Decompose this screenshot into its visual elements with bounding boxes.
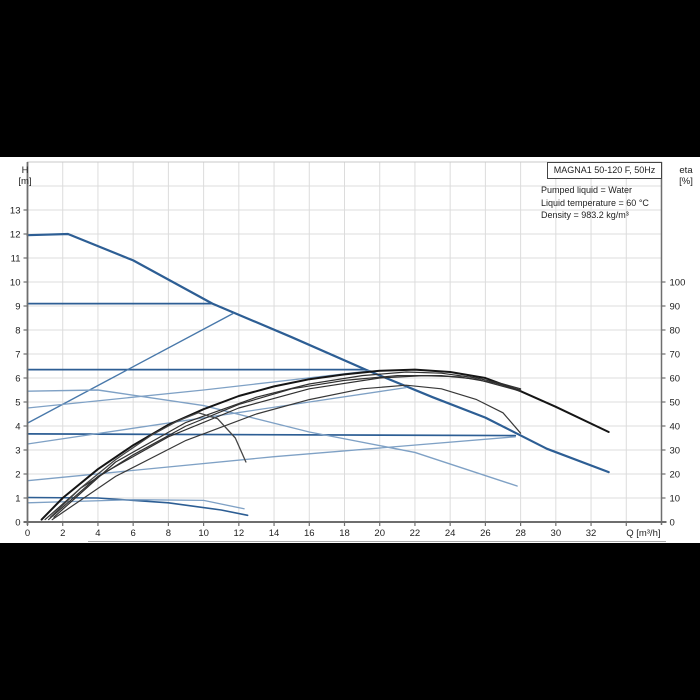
svg-text:60: 60 [670,374,681,385]
info-line-temperature: Liquid temperature = 60 °C [541,197,649,208]
axes [23,162,667,526]
svg-text:3: 3 [15,446,20,457]
svg-text:80: 80 [670,326,681,337]
const-pressure-3.7 [26,433,517,437]
svg-text:9: 9 [15,302,20,313]
svg-text:40: 40 [670,422,681,433]
svg-text:100: 100 [670,278,686,289]
svg-text:13: 13 [10,206,21,217]
svg-text:7: 7 [15,350,20,361]
svg-text:8: 8 [166,528,171,539]
svg-text:4: 4 [95,528,100,539]
svg-text:28: 28 [515,528,526,539]
eta-curve-5 [51,384,522,521]
svg-text:10: 10 [10,278,21,289]
chart-info-block: Pumped liquid = Water Liquid temperature… [541,184,649,222]
svg-text:70: 70 [670,350,681,361]
eta-curve-3 [47,375,522,521]
info-line-density: Density = 983.2 kg/m³ [541,210,629,220]
svg-text:4: 4 [15,422,20,433]
mid-speed-curve [26,389,518,487]
eta-curves [40,368,610,521]
svg-text:90: 90 [670,302,681,313]
max-speed-curve [26,232,610,474]
svg-text:0: 0 [15,518,20,529]
setpoint-curve-3 [26,436,516,482]
right-axis-unit: eta [%] [679,165,693,187]
svg-text:24: 24 [445,528,456,539]
left-axis-unit: H [m] [18,165,32,187]
svg-text:1: 1 [15,494,20,505]
svg-text:16: 16 [304,528,315,539]
svg-text:50: 50 [670,398,681,409]
setpoint-curve-1 [26,370,372,409]
svg-text:26: 26 [480,528,491,539]
svg-text:18: 18 [339,528,350,539]
info-line-pumped-liquid: Pumped liquid = Water [541,185,632,195]
svg-text:30: 30 [670,446,681,457]
svg-text:10: 10 [198,528,209,539]
x-axis-label: Q [m³/h] [626,528,660,539]
gridlines [27,161,662,523]
eta-min-curve [49,412,247,518]
eta-curve-4 [53,371,522,518]
x-tick-labels: 0 2 4 6 8 10 12 14 16 18 20 22 24 26 28 30 32 [25,528,596,539]
setpoint-curve-4 [26,499,245,510]
chart-band: 0 2 4 6 8 10 12 14 16 18 20 22 24 26 28 30 32 Q [m³/h] 0 1 2… [0,157,700,543]
eta-tick-labels: 0 10 20 30 40 50 60 70 80 90 100 [670,278,686,529]
chart-title-box: MAGNA1 50-120 F, 50Hz [547,162,662,179]
svg-text:11: 11 [11,254,21,265]
svg-text:22: 22 [410,528,421,539]
min-speed-curve [26,496,249,517]
svg-text:6: 6 [131,528,136,539]
pump-curve-chart: 0 2 4 6 8 10 12 14 16 18 20 22 24 26 28 30 32 Q [m³/h]012… [10,161,686,542]
svg-text:20: 20 [374,528,385,539]
head-curves [26,232,610,517]
svg-text:2: 2 [15,470,20,481]
svg-text:10: 10 [670,494,681,505]
eta-max-curve [40,368,610,521]
svg-text:12: 12 [234,528,245,539]
svg-text:0: 0 [25,528,30,539]
svg-text:6: 6 [15,374,20,385]
svg-text:32: 32 [586,528,597,539]
svg-text:5: 5 [15,398,20,409]
svg-text:20: 20 [670,470,681,481]
svg-text:0: 0 [670,518,675,529]
chart-title: MAGNA1 50-120 F, 50Hz [553,165,656,175]
svg-text:12: 12 [10,230,21,241]
svg-text:8: 8 [15,326,20,337]
setpoint-curve-2 [26,386,407,445]
svg-text:2: 2 [60,528,65,539]
svg-text:30: 30 [551,528,562,539]
svg-text:14: 14 [269,528,280,539]
